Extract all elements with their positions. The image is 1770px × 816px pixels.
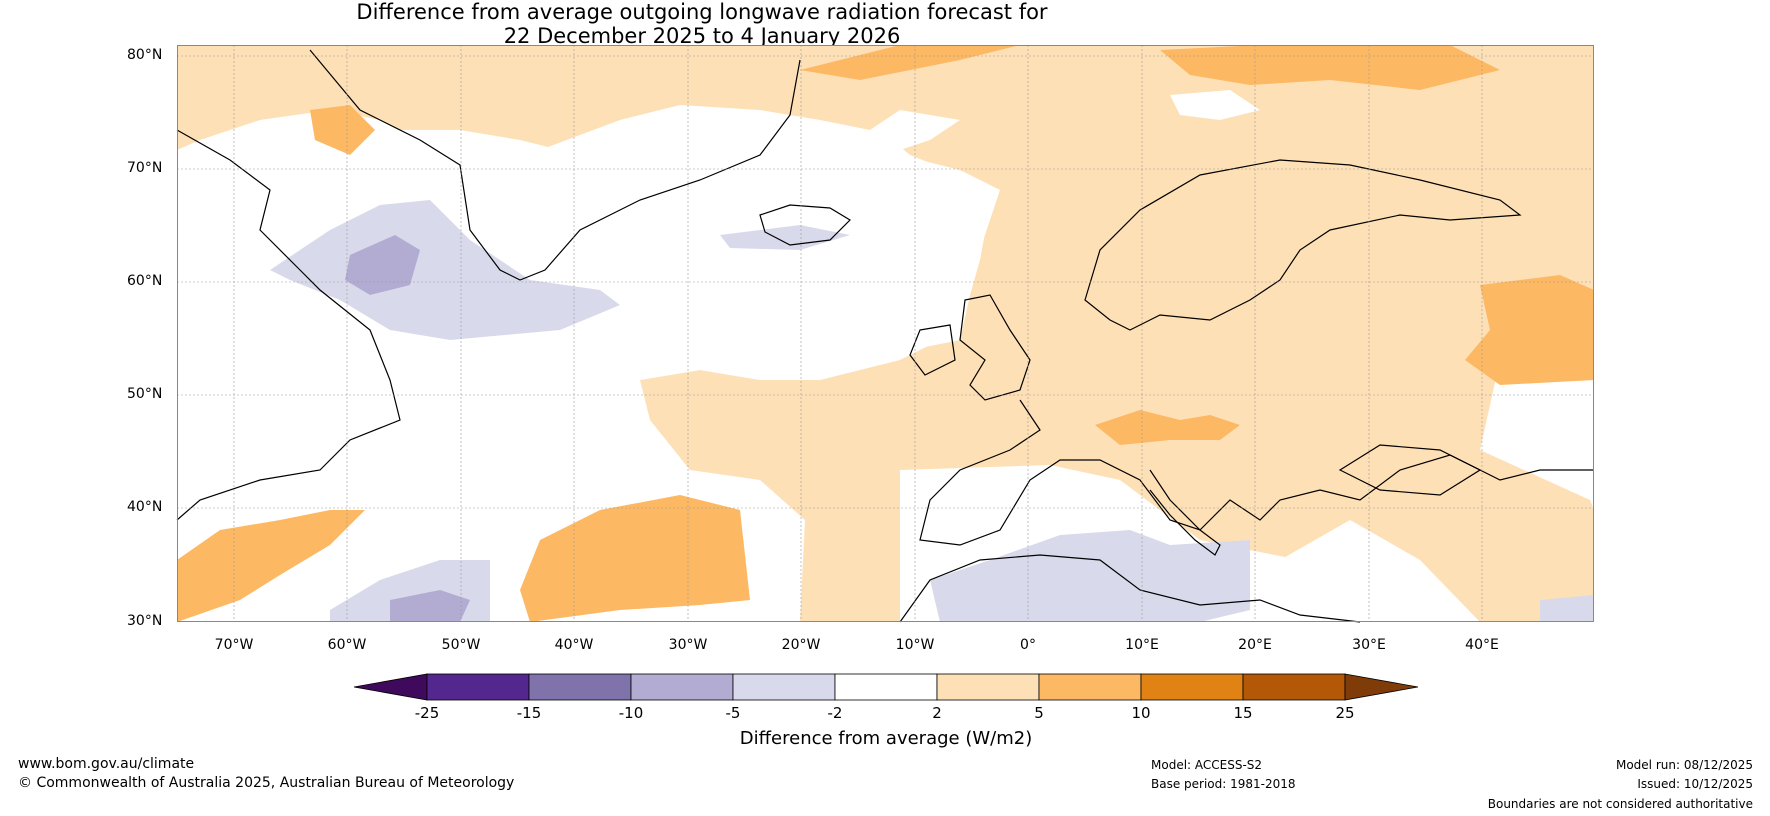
model-run-text: Model run: 08/12/2025 [1615,758,1753,772]
anomaly-positive-west-atlantic [177,510,365,622]
title-line-2: 22 December 2025 to 4 January 2026 [503,24,901,48]
coastline-iceland [759,204,851,246]
colorbar-segment-2 [528,673,632,701]
anomaly-fields [177,45,1594,622]
lat-label-70n: 70°N [127,160,163,176]
anomaly-positive-greenland-patch [310,105,375,155]
coastline-black-sea [1338,444,1482,496]
anomaly-negative-iceland [720,225,850,250]
colorbar-extend-low [353,673,428,701]
colorbar-segment-7 [1038,673,1142,701]
lon-label-10w: 10°W [895,637,935,653]
lat-label-80n: 80°N [127,47,163,63]
map-title: Difference from average outgoing longwav… [0,0,1404,48]
disclaimer-text: Boundaries are not considered authoritat… [1487,797,1753,811]
colorbar-segment-4 [732,673,836,701]
anomaly-positive-arctic [800,45,1020,80]
coastlines [176,49,1594,623]
model-text: Model: ACCESS-S2 [1151,758,1263,772]
colorbar-tick: -15 [516,704,542,722]
lat-label-50n: 50°N [127,386,163,402]
lon-label-30e: 30°E [1352,637,1386,653]
lon-label-50w: 50°W [441,637,481,653]
anomaly-positive-central-atlantic [520,495,750,622]
website-link[interactable]: www.bom.gov.au/climate [18,756,195,772]
colorbar-segment-9 [1242,673,1346,701]
anomaly-negative-east [1540,595,1594,622]
map-frame [177,45,1594,622]
lon-label-20e: 20°E [1238,637,1272,653]
base-period-text: Base period: 1981-2018 [1151,777,1296,791]
colorbar-tick: 2 [932,704,942,722]
coastline-north-africa [899,554,1361,623]
lon-label-40w: 40°W [554,637,594,653]
colorbar-title: Difference from average (W/m2) [739,728,1033,749]
lon-label-60w: 60°W [327,637,367,653]
copyright-text: © Commonwealth of Australia 2025, Austra… [18,775,515,791]
lat-label-30n: 30°N [127,613,163,629]
colorbar-tick: 15 [1233,704,1253,722]
anomaly-neutral-arctic [1170,90,1260,120]
colorbar-segment-6 [936,673,1040,701]
lon-label-30w: 30°W [668,637,708,653]
gridlines [177,45,1594,622]
lon-label-20w: 20°W [781,637,821,653]
anomaly-negative-labrador [270,200,620,340]
anomaly-negative-south-atlantic-core [390,590,470,622]
colorbar [353,673,1419,701]
lon-label-70w: 70°W [214,637,254,653]
lon-label-10e: 10°E [1125,637,1159,653]
anomaly-negative-north-africa [930,530,1250,622]
colorbar-tick: 10 [1131,704,1151,722]
colorbar-extend-high [1344,673,1419,701]
colorbar-tick: 25 [1335,704,1355,722]
colorbar-segment-1 [426,673,530,701]
colorbar-tick: -10 [618,704,644,722]
colorbar-tick: 5 [1034,704,1044,722]
colorbar-tick: -25 [414,704,440,722]
anomaly-negative-labrador-core [345,235,420,295]
lon-label-40e: 40°E [1465,637,1499,653]
lat-label-60n: 60°N [127,273,163,289]
anomaly-positive-north [177,45,1594,622]
anomaly-positive-russia [1465,275,1594,385]
coastline-canada [176,129,401,521]
lat-label-40n: 40°N [127,499,163,515]
coastline-continental-europe [919,399,1594,546]
colorbar-tick: -5 [725,704,741,722]
title-line-1: Difference from average outgoing longwav… [356,0,1048,24]
coastline-scandinavia [1084,159,1522,331]
coastline-greenland [309,49,801,281]
colorbar-tick: -2 [827,704,843,722]
colorbar-segment-8 [1140,673,1244,701]
colorbar-segment-5 [834,673,938,701]
anomaly-positive-alps [1095,410,1240,445]
coastline-ireland [909,324,956,376]
colorbar-segment-3 [630,673,734,701]
lon-label-0: 0° [1020,637,1036,653]
issued-text: Issued: 10/12/2025 [1637,777,1753,791]
coastline-italy [1149,469,1221,556]
